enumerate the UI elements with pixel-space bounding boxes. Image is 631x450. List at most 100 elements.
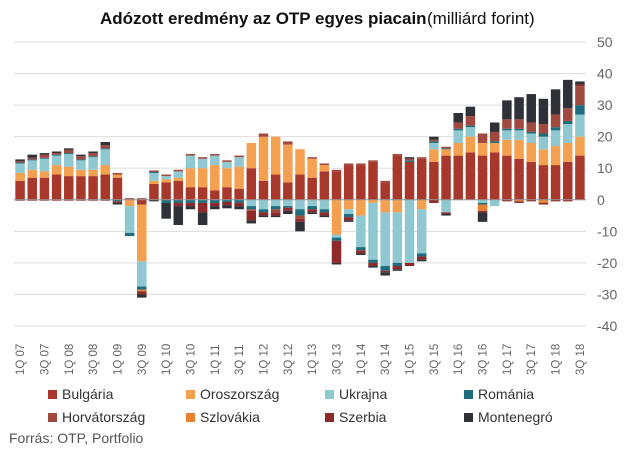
x-tick-label: 3Q 18 [575, 344, 587, 375]
bar-segment [234, 206, 244, 210]
x-axis-labels: 1Q 07 3Q 07 1Q 08 3Q 08 1Q 09 3Q 09 1Q 10 3Q 10… [15, 343, 587, 375]
bar-segment [100, 145, 111, 149]
bar-segment [64, 148, 74, 150]
bar-segment [514, 201, 524, 203]
bar-segment [538, 136, 549, 150]
bar-segment [149, 172, 159, 173]
bar-segment [392, 269, 403, 271]
bar-segment [465, 116, 476, 126]
bar-segment [197, 158, 208, 169]
bar-segment [514, 158, 524, 200]
bar-segment [356, 163, 366, 166]
legend-label: Montenegró [478, 409, 553, 425]
bar-segment [27, 157, 37, 160]
bar-segment [343, 220, 354, 222]
bar-segment [100, 142, 111, 146]
bar-segment [258, 136, 269, 181]
x-tick-label: 1Q 09 [112, 344, 124, 375]
bar-segment [331, 237, 342, 241]
bar-segment [538, 98, 549, 125]
bar-segment [416, 209, 427, 254]
bar-segment [319, 163, 330, 166]
bar-segment [550, 127, 561, 131]
bar-segment [319, 171, 330, 200]
bar-segment [477, 202, 488, 205]
bar-segment [331, 199, 342, 235]
bar-segment [234, 202, 244, 207]
bar-segment [526, 142, 536, 162]
bar-segment [137, 199, 147, 205]
legend-swatch [186, 390, 195, 399]
bar-segment [453, 155, 463, 200]
bar-segment [161, 202, 171, 219]
bar-segment [161, 176, 171, 180]
x-tick-label: 3Q 15 [429, 344, 441, 375]
y-tick-label: 10 [597, 160, 613, 176]
x-tick-label: 1Q 15 [405, 344, 417, 375]
bar-segment [39, 177, 50, 200]
bar-segment [258, 180, 269, 200]
bar-segment [575, 81, 585, 85]
bar-segment [246, 142, 257, 169]
bar-segment [380, 182, 390, 200]
bar-segment [210, 206, 220, 210]
bar-segment [64, 149, 74, 154]
y-tick-label: -20 [597, 255, 617, 271]
source-note: Forrás: OTP, Portfolio [9, 430, 144, 446]
bar-segment [343, 199, 354, 210]
bar-segment [319, 165, 330, 172]
y-tick-label: -10 [597, 223, 617, 239]
x-tick-label: 1Q 07 [15, 344, 27, 375]
x-tick-label: 1Q 14 [356, 343, 368, 375]
bar-segment [15, 180, 25, 200]
bar-segment [429, 199, 439, 203]
chart-subtitle: (milliárd forint) [427, 9, 535, 28]
bar-segment [88, 151, 98, 154]
bar-segment [331, 171, 342, 200]
bar-segment [441, 213, 451, 216]
bar-segment [392, 266, 403, 270]
bar-segment [15, 163, 25, 173]
bar-segment [477, 204, 488, 211]
bar-segment [453, 128, 463, 131]
bar-segment [575, 155, 585, 200]
bar-segment [538, 202, 549, 205]
bar-segment [526, 131, 536, 134]
bar-segment [477, 142, 488, 156]
bar-segment [27, 154, 37, 158]
bar-segment [270, 215, 281, 218]
bar-segment [550, 146, 561, 166]
bar-segment [137, 204, 147, 262]
y-axis-ticks: 50 40 30 20 10 0 -10 -20 -30 -40 [597, 34, 617, 334]
bar-segment [197, 202, 208, 213]
bars [15, 79, 585, 298]
bar-segment [15, 172, 25, 181]
bar-segment [465, 127, 476, 137]
bar-segment [295, 174, 305, 200]
bar-segment [307, 209, 317, 213]
x-tick-label: 3Q 10 [185, 344, 197, 375]
bar-segment [368, 199, 378, 203]
bar-segment [270, 206, 281, 210]
bar-segment [429, 161, 439, 200]
bar-segment [538, 133, 549, 137]
bar-segment [222, 168, 232, 188]
bar-segment [465, 136, 476, 153]
bar-segment [295, 199, 305, 210]
bar-segment [453, 122, 463, 129]
bar-segment [368, 262, 378, 267]
x-tick-label: 1Q 10 [161, 344, 173, 375]
bar-segment [477, 212, 488, 222]
bar-segment [343, 217, 354, 221]
bar-segment [526, 199, 536, 202]
bar-segment [489, 131, 500, 142]
bar-segment [246, 199, 257, 207]
bar-segment [112, 199, 123, 202]
bar-segment [575, 136, 585, 156]
bar-segment [514, 97, 524, 120]
y-tick-label: 30 [597, 97, 613, 113]
x-tick-label: 3Q 07 [39, 344, 51, 375]
bar-segment [15, 160, 25, 163]
bar-segment [356, 199, 366, 216]
bar-segment [246, 206, 257, 210]
